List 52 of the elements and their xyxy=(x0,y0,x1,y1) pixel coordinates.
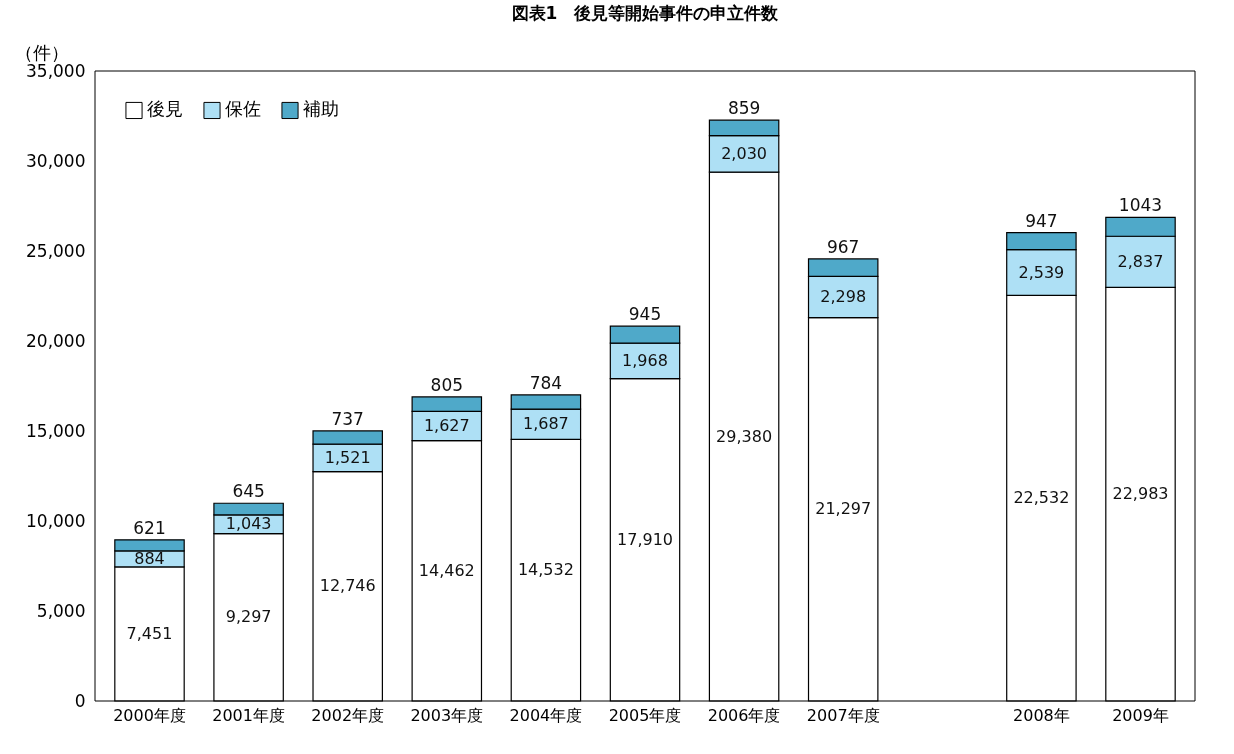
data-label: 1,043 xyxy=(225,514,272,534)
data-label: 645 xyxy=(232,481,265,502)
data-label: 21,297 xyxy=(815,499,872,519)
y-tick-label: 25,000 xyxy=(26,240,86,261)
y-tick-label: 15,000 xyxy=(26,420,86,441)
x-tick-label: 2008年 xyxy=(1013,705,1070,725)
legend-label: 保佐 xyxy=(225,98,261,120)
y-tick-label: 5,000 xyxy=(36,600,86,621)
data-label: 947 xyxy=(1025,210,1058,231)
data-label: 22,983 xyxy=(1112,484,1169,504)
data-label: 7,451 xyxy=(126,623,173,643)
data-label: 2,837 xyxy=(1117,251,1164,271)
y-axis-title: （件） xyxy=(15,42,69,63)
data-label: 1,968 xyxy=(622,350,668,370)
data-label: 884 xyxy=(134,548,165,568)
x-tick-label: 2004年度 xyxy=(509,705,583,725)
data-label: 14,532 xyxy=(517,560,574,580)
x-tick-label: 2007年度 xyxy=(806,705,880,725)
data-label: 2,298 xyxy=(820,286,867,306)
y-tick-label: 30,000 xyxy=(26,150,86,171)
x-tick-label: 2000年度 xyxy=(113,705,186,725)
data-label: 1043 xyxy=(1118,195,1163,216)
data-label: 621 xyxy=(133,517,166,538)
x-tick-label: 2006年度 xyxy=(707,705,781,725)
legend-label: 補助 xyxy=(303,98,339,120)
data-label: 22,532 xyxy=(1013,488,1070,508)
data-label: 1,521 xyxy=(324,447,371,467)
data-label: 2,539 xyxy=(1018,262,1065,282)
data-label: 967 xyxy=(826,236,860,257)
data-label: 2,030 xyxy=(721,143,768,163)
x-tick-label: 2002年度 xyxy=(311,705,385,725)
x-tick-label: 2009年 xyxy=(1112,705,1169,725)
data-label: 12,746 xyxy=(319,576,376,596)
data-label: 29,380 xyxy=(716,426,773,446)
data-label: 17,910 xyxy=(617,529,673,549)
data-label: 9,297 xyxy=(225,607,272,627)
y-tick-label: 20,000 xyxy=(26,330,86,351)
data-label: 1,627 xyxy=(423,416,470,436)
data-label: 1,687 xyxy=(522,414,569,434)
data-label: 859 xyxy=(727,98,761,119)
y-tick-label: 0 xyxy=(74,690,86,711)
data-label: 737 xyxy=(331,408,364,429)
y-tick-label: 10,000 xyxy=(26,510,86,531)
x-tick-label: 2003年度 xyxy=(410,705,484,725)
data-label: 805 xyxy=(430,374,464,395)
chart-title: 図表1 後見等開始事件の申立件数 xyxy=(511,3,780,23)
data-label: 945 xyxy=(628,304,662,325)
legend-label: 後見 xyxy=(147,98,183,120)
data-label: 14,462 xyxy=(418,560,475,580)
data-label: 784 xyxy=(529,372,563,393)
x-tick-label: 2001年度 xyxy=(212,705,285,725)
x-tick-label: 2005年度 xyxy=(608,705,682,725)
